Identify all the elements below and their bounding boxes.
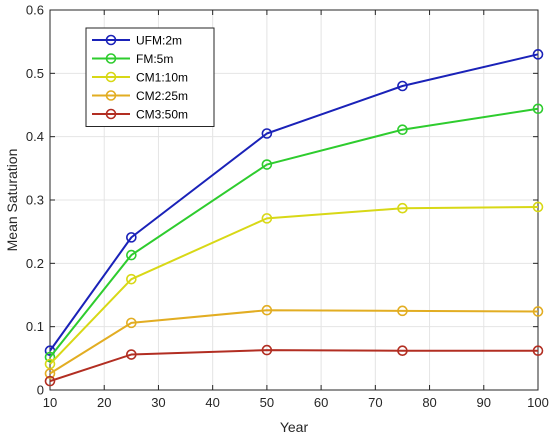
legend: UFM:2m FM:5m CM1:10m CM2:25m CM3:50m	[85, 27, 215, 127]
series-CM1:10m	[44, 201, 544, 370]
x-tick-label: 80	[422, 395, 436, 410]
legend-marker	[105, 34, 117, 46]
x-tick-label: 30	[151, 395, 165, 410]
data-point	[44, 351, 56, 363]
data-point	[261, 128, 273, 139]
data-point	[532, 345, 544, 357]
data-point	[126, 349, 137, 360]
x-axis-label: Year	[280, 419, 309, 435]
x-tick-label: 50	[260, 395, 274, 410]
series-FM:5m	[44, 103, 544, 363]
series-line	[49, 309, 539, 375]
legend-label: FM:5m	[136, 52, 173, 66]
legend-marker	[105, 71, 117, 83]
data-point	[261, 344, 273, 356]
legend-marker	[105, 53, 117, 64]
data-point	[397, 80, 408, 92]
tick-labels: 10 20 30 40 50 60 70 80 90 100 0 0.1 0.2 0.3 0.4 0.5 0.6	[26, 3, 549, 411]
y-tick-label: 0.5	[26, 66, 44, 81]
y-tick-label: 0	[37, 383, 44, 398]
y-tick-label: 0.1	[26, 319, 44, 334]
legend-item: FM:5m	[92, 52, 173, 66]
data-point	[261, 304, 273, 316]
plot-frame	[49, 9, 539, 391]
legend-item: CM2:25m	[92, 89, 188, 103]
y-tick-label: 0.6	[26, 3, 44, 18]
series-line	[49, 205, 539, 365]
x-tick-label: 60	[314, 395, 328, 410]
data-point	[126, 317, 137, 329]
data-point	[126, 249, 137, 261]
legend-item: CM3:50m	[92, 108, 188, 122]
data-point	[532, 201, 544, 213]
data-point	[397, 345, 408, 357]
data-point	[126, 273, 137, 285]
data-point	[126, 232, 137, 243]
legend-item: UFM:2m	[92, 34, 182, 48]
series-CM2:25m	[44, 304, 544, 379]
data-point	[532, 306, 544, 317]
legend-label: UFM:2m	[136, 34, 182, 48]
x-tick-label: 40	[205, 395, 219, 410]
y-tick-label: 0.2	[26, 256, 44, 271]
data-point	[532, 103, 544, 115]
data-point	[261, 213, 273, 224]
y-tick-label: 0.3	[26, 193, 44, 208]
data-point	[532, 49, 544, 60]
series-CM3:50m	[44, 344, 544, 387]
legend-marker	[105, 108, 117, 120]
series-group	[44, 49, 544, 387]
legend-label: CM1:10m	[136, 71, 188, 85]
x-tick-label: 20	[97, 395, 111, 410]
y-tick-label: 0.4	[26, 129, 44, 144]
y-axis-label: Mean Saturation	[4, 149, 20, 252]
legend-item: CM1:10m	[92, 71, 188, 85]
data-point	[44, 375, 56, 387]
series-line	[49, 107, 539, 358]
legend-label: CM3:50m	[136, 108, 188, 122]
x-tick-label: 90	[477, 395, 491, 410]
legend-label: CM2:25m	[136, 89, 188, 103]
data-point	[261, 159, 273, 170]
series-line	[49, 349, 538, 383]
data-point	[397, 202, 408, 214]
legend-marker	[105, 90, 117, 101]
x-tick-label: 100	[527, 395, 549, 410]
series-line	[49, 53, 539, 352]
x-tick-label: 10	[43, 395, 57, 410]
x-tick-label: 70	[368, 395, 382, 410]
data-point	[44, 368, 56, 379]
data-point	[397, 124, 408, 135]
data-point	[397, 305, 408, 317]
